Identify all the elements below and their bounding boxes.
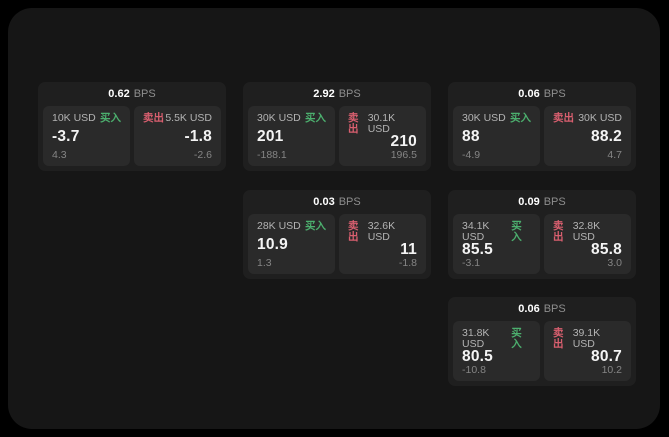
sell-sub-value: 4.7 xyxy=(607,148,622,161)
sell-amount: 32.8K USD xyxy=(572,220,601,243)
sell-sub-value: 10.2 xyxy=(601,363,622,376)
sell-label: 卖出 xyxy=(553,220,564,243)
buy-tile[interactable]: 28K USD 买入 10.9 1.3 xyxy=(248,214,335,274)
buy-price: 201 xyxy=(257,127,284,145)
sell-tile[interactable]: 卖出 30.1K USD 210 196.5 xyxy=(339,106,426,166)
buy-sub-value: -3.1 xyxy=(462,256,481,269)
buy-amount: 28K USD xyxy=(257,220,301,232)
buy-tile[interactable]: 34.1K USD 买入 85.5 -3.1 xyxy=(453,214,540,274)
sell-price: 210 xyxy=(390,133,417,150)
buy-price: -3.7 xyxy=(52,127,80,145)
sell-price: 80.7 xyxy=(591,348,622,365)
spread-header: 0.62 BPS xyxy=(38,82,226,106)
sell-amount: 32.6K USD xyxy=(367,220,396,243)
sell-label: 卖出 xyxy=(553,112,574,124)
buy-label: 买入 xyxy=(511,327,522,350)
sell-price: 11 xyxy=(400,241,417,258)
spread-unit: BPS xyxy=(133,87,156,100)
spread-unit: BPS xyxy=(338,87,361,100)
sell-sub-value: -1.8 xyxy=(398,256,417,269)
buy-tile[interactable]: 30K USD 买入 88 -4.9 xyxy=(453,106,540,166)
buy-amount: 30K USD xyxy=(257,112,301,124)
quote-card: 0.62 BPS 10K USD 买入 -3.7 4.3 卖出 5.5K USD… xyxy=(38,82,226,171)
spread-unit: BPS xyxy=(338,195,361,208)
sell-sub-value: 196.5 xyxy=(390,148,417,161)
sell-amount: 30.1K USD xyxy=(367,112,396,135)
spread-header: 0.06 BPS xyxy=(448,297,636,321)
buy-sub-value: -4.9 xyxy=(462,148,481,161)
spread-header: 2.92 BPS xyxy=(243,82,431,106)
sell-label: 卖出 xyxy=(553,327,564,350)
quote-card: 2.92 BPS 30K USD 买入 201 -188.1 卖出 30.1K … xyxy=(243,82,431,171)
spread-unit: BPS xyxy=(543,195,566,208)
buy-price: 10.9 xyxy=(257,235,288,253)
sell-tile[interactable]: 卖出 32.8K USD 85.8 3.0 xyxy=(544,214,631,274)
sell-tile[interactable]: 卖出 39.1K USD 80.7 10.2 xyxy=(544,321,631,381)
sell-amount: 5.5K USD xyxy=(165,112,212,124)
buy-label: 买入 xyxy=(510,112,531,124)
spread-header: 0.06 BPS xyxy=(448,82,636,106)
sell-amount: 30K USD xyxy=(578,112,622,124)
spread-value: 0.06 xyxy=(518,87,540,100)
sell-sub-value: -2.6 xyxy=(193,148,212,161)
buy-sub-value: -10.8 xyxy=(462,363,486,376)
sell-label: 卖出 xyxy=(143,112,164,124)
quote-card: 0.09 BPS 34.1K USD 买入 85.5 -3.1 卖出 32.8K… xyxy=(448,190,636,279)
buy-sub-value: 4.3 xyxy=(52,148,67,161)
buy-price: 85.5 xyxy=(462,241,493,258)
sell-price: -1.8 xyxy=(184,127,212,145)
buy-label: 买入 xyxy=(305,220,326,232)
buy-sub-value: 1.3 xyxy=(257,256,272,269)
buy-amount: 34.1K USD xyxy=(462,220,490,243)
buy-price: 80.5 xyxy=(462,348,493,365)
spread-header: 0.09 BPS xyxy=(448,190,636,214)
spread-unit: BPS xyxy=(543,302,566,315)
spread-unit: BPS xyxy=(543,87,566,100)
buy-price: 88 xyxy=(462,127,480,145)
spread-value: 0.09 xyxy=(518,195,540,208)
quote-card: 0.06 BPS 30K USD 买入 88 -4.9 卖出 30K USD 8… xyxy=(448,82,636,171)
spread-header: 0.03 BPS xyxy=(243,190,431,214)
sell-amount: 39.1K USD xyxy=(572,327,601,350)
sell-price: 85.8 xyxy=(591,241,622,258)
quote-card: 0.06 BPS 31.8K USD 买入 80.5 -10.8 卖出 39.1… xyxy=(448,297,636,386)
buy-amount: 30K USD xyxy=(462,112,506,124)
buy-label: 买入 xyxy=(511,220,522,243)
sell-tile[interactable]: 卖出 30K USD 88.2 4.7 xyxy=(544,106,631,166)
spread-value: 0.62 xyxy=(108,87,130,100)
sell-sub-value: 3.0 xyxy=(607,256,622,269)
sell-label: 卖出 xyxy=(348,112,359,135)
spread-value: 2.92 xyxy=(313,87,335,100)
buy-label: 买入 xyxy=(305,112,326,124)
spread-value: 0.06 xyxy=(518,302,540,315)
spread-value: 0.03 xyxy=(313,195,335,208)
buy-sub-value: -188.1 xyxy=(257,148,287,161)
sell-tile[interactable]: 卖出 5.5K USD -1.8 -2.6 xyxy=(134,106,221,166)
buy-amount: 10K USD xyxy=(52,112,96,124)
buy-tile[interactable]: 31.8K USD 买入 80.5 -10.8 xyxy=(453,321,540,381)
buy-amount: 31.8K USD xyxy=(462,327,490,350)
buy-tile[interactable]: 10K USD 买入 -3.7 4.3 xyxy=(43,106,130,166)
sell-tile[interactable]: 卖出 32.6K USD 11 -1.8 xyxy=(339,214,426,274)
sell-price: 88.2 xyxy=(591,127,622,145)
buy-tile[interactable]: 30K USD 买入 201 -188.1 xyxy=(248,106,335,166)
buy-label: 买入 xyxy=(100,112,121,124)
sell-label: 卖出 xyxy=(348,220,359,243)
quote-card: 0.03 BPS 28K USD 买入 10.9 1.3 卖出 32.6K US… xyxy=(243,190,431,279)
